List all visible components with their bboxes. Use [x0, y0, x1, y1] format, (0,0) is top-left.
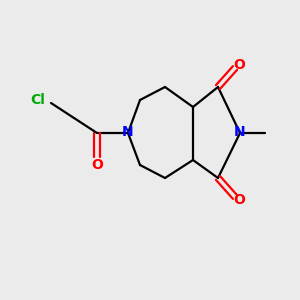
Text: N: N — [122, 125, 134, 139]
Text: O: O — [233, 58, 245, 72]
Text: O: O — [233, 193, 245, 207]
Text: O: O — [91, 158, 103, 172]
Text: Cl: Cl — [30, 93, 45, 107]
Text: N: N — [234, 125, 246, 139]
